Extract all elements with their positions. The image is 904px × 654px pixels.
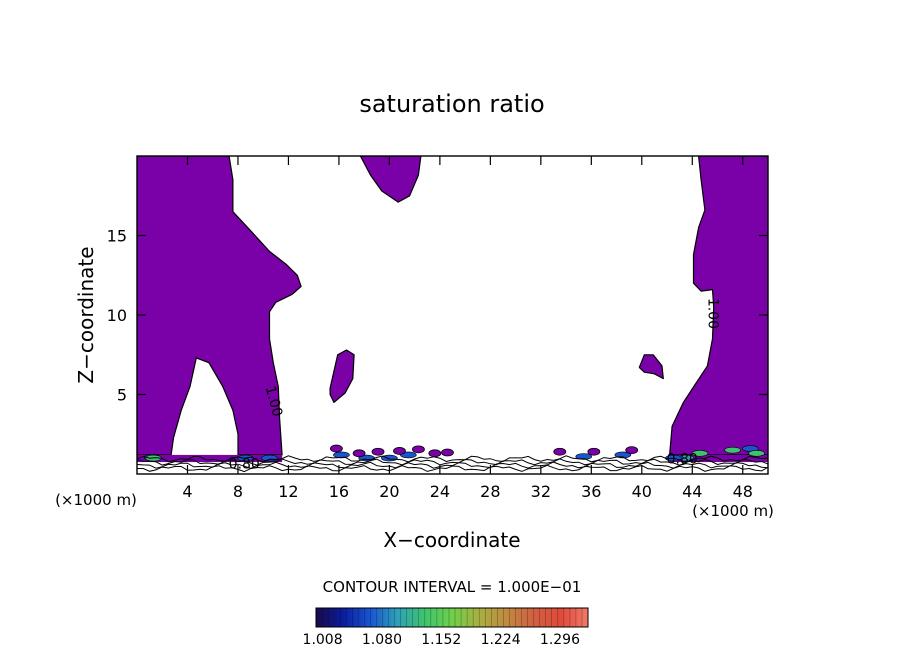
surface-spot-11 <box>691 450 709 457</box>
surface-blob-1 <box>352 449 366 458</box>
surface-blob-3 <box>393 447 406 455</box>
colorbar-label-2: 1.152 <box>421 632 461 648</box>
region-0 <box>137 156 302 456</box>
region-1 <box>359 156 422 203</box>
x-axis-units: (×1000 m) <box>55 491 137 509</box>
x-tick-label-28: 28 <box>480 482 500 501</box>
x-tick-label-44: 44 <box>682 482 702 501</box>
colorbar-label-0: 1.008 <box>303 632 343 648</box>
x-tick-label-48: 48 <box>733 482 753 501</box>
x-tick-label-8: 8 <box>233 482 243 501</box>
contour-label-3: 0.80 <box>667 452 698 468</box>
colorbar-label-1: 1.080 <box>362 632 402 648</box>
surface-blob-9 <box>625 446 639 455</box>
ground-contour-3 <box>137 464 768 473</box>
surface-spot-12 <box>724 446 741 454</box>
surface-spot-9 <box>614 451 632 459</box>
surface-spot-14 <box>748 450 765 457</box>
y-tick-label-10: 10 <box>107 306 127 325</box>
surface-spot-3 <box>261 454 278 462</box>
y-axis-units: (×1000 m) <box>692 502 774 520</box>
x-tick-label-24: 24 <box>430 482 450 501</box>
contour-interval-label: CONTOUR INTERVAL = 1.000E−01 <box>323 578 582 596</box>
x-tick-label-36: 36 <box>581 482 601 501</box>
surface-blob-4 <box>412 445 425 454</box>
surface-blob-0 <box>329 444 343 453</box>
surface-spot-8 <box>575 453 593 460</box>
surface-blob-5 <box>428 449 442 458</box>
surface-blob-7 <box>553 447 567 456</box>
surface-features <box>137 444 768 473</box>
contour-labels: 1.00 1.00 0.80 0.80 <box>229 298 721 473</box>
chart-title: saturation ratio <box>359 90 544 118</box>
surface-blob-6 <box>441 448 454 457</box>
contour-label-1: 1.00 <box>705 298 721 329</box>
supersaturation-regions <box>137 156 768 456</box>
surface-blob-8 <box>587 447 601 456</box>
ground-contour-0 <box>137 455 768 463</box>
colorbar-labels: 1.008 1.080 1.152 1.224 1.296 <box>303 632 581 648</box>
x-tick-label-40: 40 <box>632 482 652 501</box>
x-tick-label-12: 12 <box>278 482 298 501</box>
colorbar-gradient <box>315 607 589 628</box>
surface-band-0 <box>137 454 283 463</box>
x-axis-title: X−coordinate <box>383 528 520 552</box>
y-tick-label-5: 5 <box>117 386 127 405</box>
colorbar-segments <box>321 608 583 627</box>
contour-label-0: 1.00 <box>262 384 286 418</box>
region-3 <box>638 354 664 380</box>
plot-area: 1.001.000.80 0.80 4 8 12 16 20 24 28 32 36 40 44 485… <box>107 155 769 501</box>
x-tick-label-20: 20 <box>379 482 399 501</box>
colorbar: 1.008 1.080 1.152 1.224 1.296 <box>303 607 589 648</box>
y-tick-label-15: 15 <box>107 227 127 246</box>
colorbar-label-4: 1.296 <box>540 632 580 648</box>
contour-label-2: 0.80 <box>229 456 260 472</box>
ground-contour-1 <box>137 458 768 466</box>
x-tick-label-32: 32 <box>531 482 551 501</box>
colorbar-label-3: 1.224 <box>481 632 521 648</box>
x-tick-label-4: 4 <box>182 482 192 501</box>
x-tick-label-16: 16 <box>329 482 349 501</box>
y-axis-title: Z−coordinate <box>74 246 98 383</box>
surface-blob-2 <box>371 447 385 456</box>
region-2 <box>329 349 355 403</box>
